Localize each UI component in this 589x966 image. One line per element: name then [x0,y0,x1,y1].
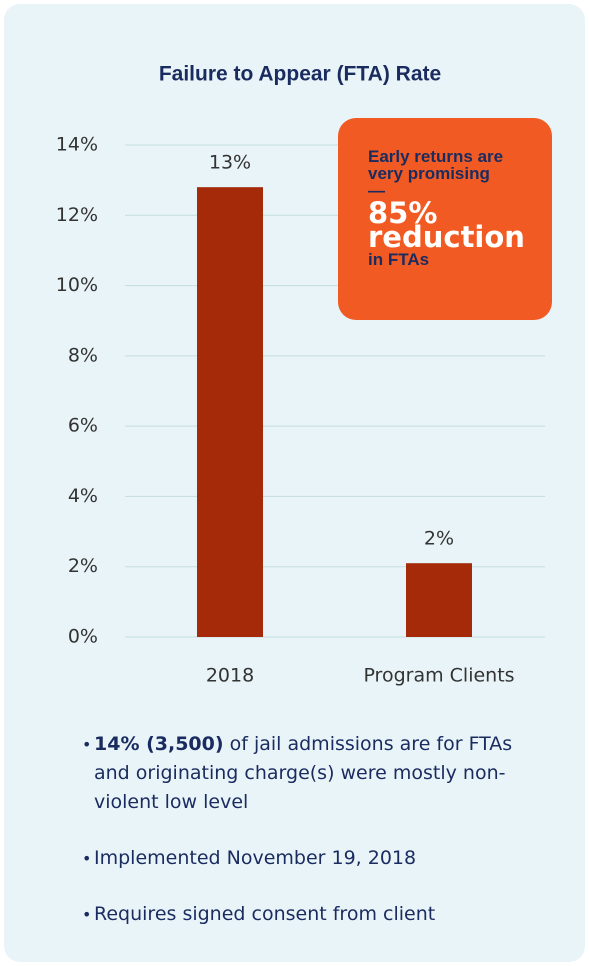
y-tick-label: 10% [56,274,98,296]
callout-highlight: 85% reduction [368,196,525,254]
y-tick-label: 14% [56,134,98,156]
y-tick-label: 12% [56,204,98,226]
callout-intro: Early returns are very promising — [368,147,504,200]
callout-outro: in FTAs [368,250,430,269]
chart-title: Failure to Appear (FTA) Rate [159,63,441,86]
bullet: Requires signed consent from client [82,900,522,929]
bullet-text: Requires signed consent from client [94,903,436,925]
data-label: 2% [424,528,454,550]
y-tick-label: 6% [68,415,98,437]
bar [406,563,472,637]
y-tick-label: 4% [68,485,98,507]
bar [197,187,263,637]
x-tick-label: 2018 [206,665,254,687]
data-label: 13% [209,152,251,174]
y-tick-label: 8% [68,344,98,366]
y-tick-label: 0% [68,626,98,648]
y-tick-label: 2% [68,555,98,577]
bullet: Implemented November 19, 2018 [82,844,522,873]
bullet-list: 14% (3,500) of jail admissions are for F… [82,730,522,956]
bullet-text: Implemented November 19, 2018 [94,847,417,869]
bullet-bold: 14% (3,500) [94,733,224,755]
bullet: 14% (3,500) of jail admissions are for F… [82,730,522,817]
callout: Early returns are very promising — 85% r… [338,118,552,320]
x-tick-label: Program Clients [363,665,514,687]
bullet-text: of jail admissions are for FTAs and orig… [94,733,513,813]
